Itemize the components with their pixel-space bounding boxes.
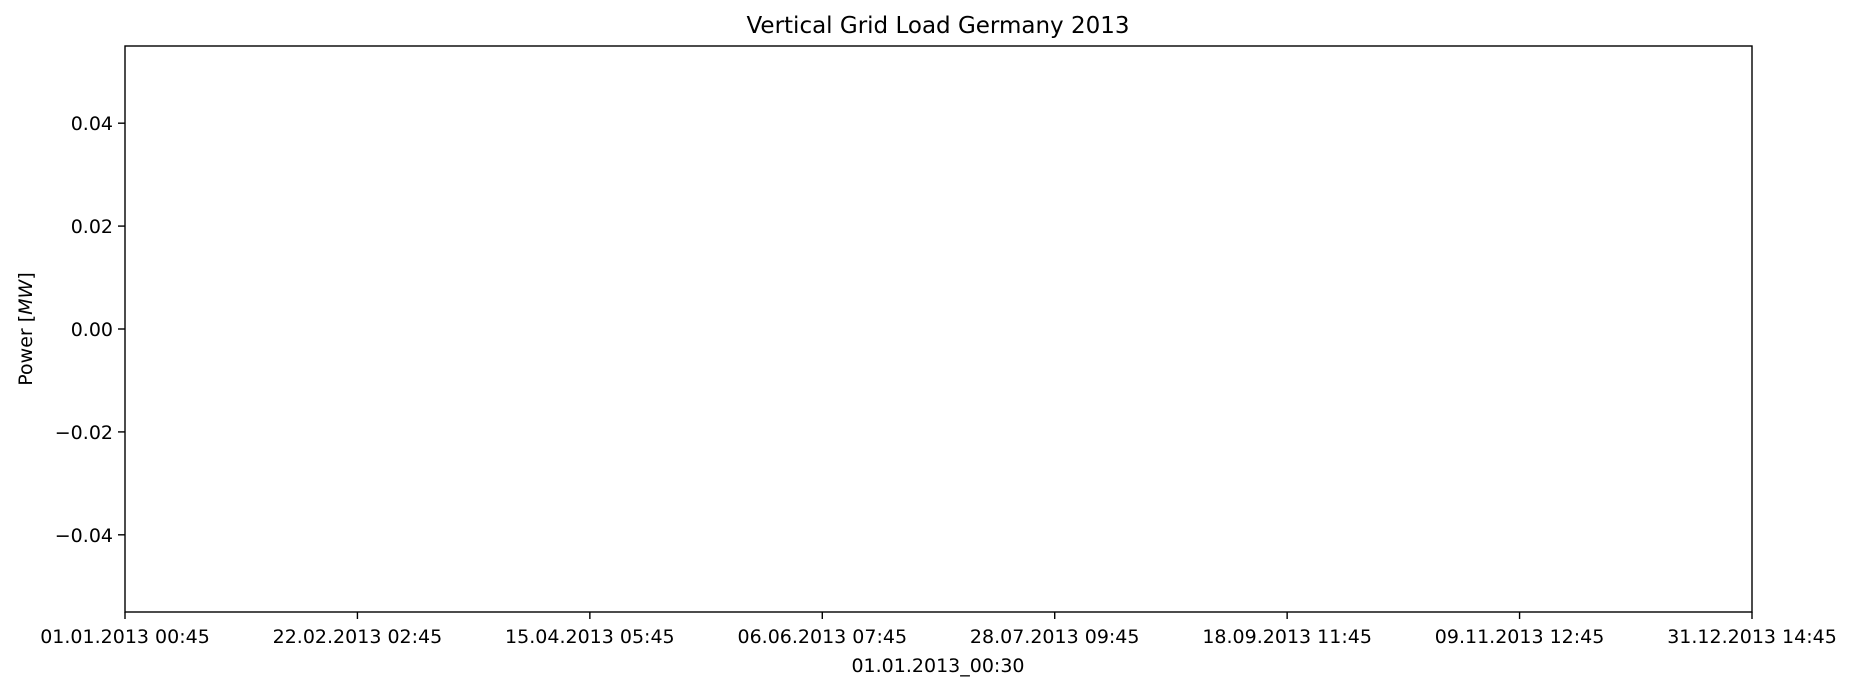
chart-title: Vertical Grid Load Germany 2013 (746, 13, 1129, 39)
x-tick-label: 06.06.2013 07:45 (737, 626, 907, 648)
y-axis-label-unit: MW (15, 278, 37, 314)
y-axis-ticks: 0.04 0.02 0.00 −0.02 −0.04 (55, 113, 125, 547)
x-tick-label: 31.12.2013 14:45 (1667, 626, 1837, 648)
x-tick-label: 22.02.2013 02:45 (273, 626, 443, 648)
x-tick-label: 01.01.2013 00:45 (40, 626, 210, 648)
x-axis-label: 01.01.2013_00:30 (851, 655, 1024, 677)
x-tick-label: 09.11.2013 12:45 (1435, 626, 1605, 648)
x-tick-label: 18.09.2013 11:45 (1202, 626, 1372, 648)
x-tick-label: 15.04.2013 05:45 (505, 626, 675, 648)
y-tick-label: 0.04 (71, 113, 113, 135)
y-tick-label: −0.02 (55, 422, 113, 444)
y-axis-label-prefix: Power [ (15, 315, 37, 386)
y-tick-label: 0.00 (71, 319, 113, 341)
y-axis-label: Power [MW] (15, 272, 37, 386)
plot-area (124, 45, 1753, 613)
y-tick-label: −0.04 (55, 525, 113, 547)
x-tick-label: 28.07.2013 09:45 (970, 626, 1140, 648)
y-axis-label-suffix: ] (15, 272, 37, 279)
x-axis-ticks: 01.01.2013 00:45 22.02.2013 02:45 15.04.20… (40, 612, 1837, 648)
y-tick-label: 0.02 (71, 216, 113, 238)
